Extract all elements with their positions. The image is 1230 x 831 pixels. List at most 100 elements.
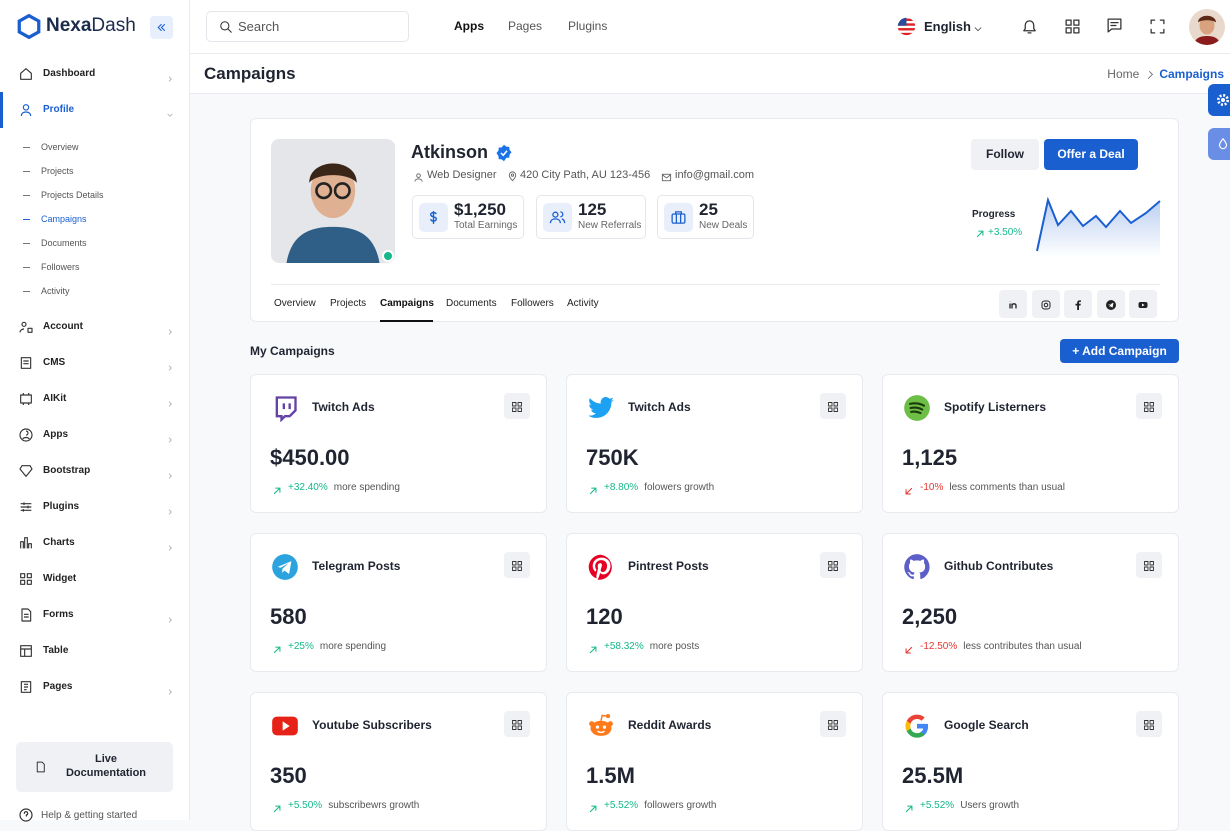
- theme-float[interactable]: [1208, 128, 1230, 160]
- breadcrumb-item[interactable]: Home: [1107, 67, 1140, 81]
- sidebar-subitem[interactable]: Campaigns: [41, 214, 87, 224]
- campaign-card[interactable]: Telegram Posts 580 +25% more spending: [250, 533, 547, 672]
- card-menu-button[interactable]: [1136, 393, 1162, 419]
- location-icon-svg: [508, 171, 517, 182]
- sidebar-subitem[interactable]: Projects Details: [41, 190, 104, 200]
- sidebar-item[interactable]: Pages: [43, 681, 73, 692]
- sidebar-icon-svg: [20, 573, 32, 585]
- sidebar-subitem[interactable]: Overview: [41, 142, 79, 152]
- social-button[interactable]: [1064, 290, 1092, 318]
- social-button[interactable]: [1129, 290, 1157, 318]
- sidebar-item[interactable]: Table: [43, 645, 69, 656]
- offer-button[interactable]: Offer a Deal: [1044, 139, 1138, 170]
- help-link[interactable]: Help & getting started: [41, 810, 138, 821]
- sidebar-chevron-svg: [168, 365, 172, 371]
- fullscreen[interactable]: [1149, 18, 1166, 35]
- card-menu-button[interactable]: [820, 393, 846, 419]
- collapse-button[interactable]: [150, 16, 173, 39]
- profile-tab[interactable]: Campaigns: [380, 298, 434, 309]
- campaign-change: +8.80%: [604, 482, 639, 493]
- sidebar-chevron-svg: [168, 689, 172, 695]
- profile-email[interactable]: info@gmail.com: [675, 169, 755, 181]
- profile-tab[interactable]: Followers: [511, 298, 554, 309]
- top-nav-link[interactable]: Pages: [508, 19, 543, 33]
- sidebar-item[interactable]: CMS: [43, 357, 66, 368]
- campaign-card[interactable]: Github Contributes 2,250 -12.50% less contr…: [882, 533, 1179, 672]
- sidebar-item[interactable]: Account: [43, 321, 83, 332]
- theme-float-svg: [1218, 137, 1228, 150]
- campaign-icon: [271, 553, 299, 581]
- sidebar-item[interactable]: Bootstrap: [43, 465, 91, 476]
- card-menu-button-svg: [512, 561, 522, 571]
- sidebar-item[interactable]: Charts: [43, 537, 75, 548]
- profile-tab[interactable]: Projects: [330, 298, 367, 309]
- follow-button[interactable]: Follow: [971, 139, 1039, 170]
- stat-value: 125: [578, 200, 607, 219]
- card-menu-button[interactable]: [1136, 711, 1162, 737]
- top-nav-link[interactable]: Plugins: [568, 19, 608, 33]
- settings-float[interactable]: [1208, 84, 1230, 116]
- social-button[interactable]: [999, 290, 1027, 318]
- campaign-name: Telegram Posts: [312, 559, 401, 573]
- breadcrumb-item[interactable]: Campaigns: [1159, 67, 1224, 81]
- sidebar-item[interactable]: Apps: [43, 429, 68, 440]
- user-avatar[interactable]: [1189, 9, 1225, 45]
- sidebar-item[interactable]: Plugins: [43, 501, 80, 512]
- campaign-card[interactable]: Youtube Subscribers 350 +5.50% subscribewrs…: [250, 692, 547, 831]
- top-nav-link[interactable]: Apps: [454, 19, 484, 33]
- card-menu-button[interactable]: [504, 711, 530, 737]
- profile-tab[interactable]: Activity: [567, 298, 599, 309]
- campaign-card[interactable]: Reddit Awards 1.5M +5.52% followers growth: [566, 692, 863, 831]
- sidebar-subitem[interactable]: Projects: [41, 166, 74, 176]
- location-icon: [507, 169, 518, 182]
- sidebar-item[interactable]: AIKit: [43, 393, 67, 404]
- change-row: +8.80% folowers growth: [604, 482, 714, 493]
- documentation-button[interactable]: Live Documentation: [16, 742, 173, 792]
- social-button[interactable]: [1032, 290, 1060, 318]
- sidebar-item[interactable]: Forms: [43, 609, 74, 620]
- sidebar-icon-svg: [20, 68, 32, 80]
- card-menu-button-svg: [828, 561, 838, 571]
- language[interactable]: English: [924, 19, 971, 34]
- card-menu-button[interactable]: [820, 711, 846, 737]
- apps-grid[interactable]: [1064, 18, 1081, 35]
- sidebar-subitem[interactable]: Followers: [41, 262, 80, 272]
- campaign-card[interactable]: Pintrest Posts 120 +58.32% more posts: [566, 533, 863, 672]
- sidebar-item[interactable]: Widget: [43, 573, 77, 584]
- stat-label: New Referrals: [578, 220, 642, 231]
- campaign-note: Users growth: [960, 800, 1020, 811]
- sidebar-item[interactable]: Dashboard: [43, 68, 96, 79]
- social-button-svg: [1106, 300, 1116, 310]
- campaign-card[interactable]: Twitch Ads $450.00 +32.40% more spending: [250, 374, 547, 513]
- sidebar-subitem[interactable]: Documents: [41, 238, 87, 248]
- campaign-change: -12.50%: [920, 641, 958, 652]
- campaign-icon-svg: [588, 554, 612, 580]
- sidebar-subitem[interactable]: Activity: [41, 286, 70, 296]
- social-button[interactable]: [1097, 290, 1125, 318]
- progress-sparkline: [1036, 196, 1161, 257]
- add-campaign-button[interactable]: + Add Campaign: [1060, 339, 1179, 363]
- campaign-value: 120: [586, 604, 623, 629]
- profile-tab[interactable]: Documents: [446, 298, 497, 309]
- card-menu-button[interactable]: [1136, 552, 1162, 578]
- messages[interactable]: [1106, 17, 1123, 34]
- profile-tab[interactable]: Overview: [274, 298, 316, 309]
- search-box[interactable]: Search: [206, 11, 409, 42]
- card-menu-button-svg: [512, 720, 522, 730]
- sidebar-dash: [23, 291, 30, 292]
- flag[interactable]: [897, 17, 916, 36]
- sidebar-item[interactable]: Profile: [43, 104, 75, 115]
- campaign-card[interactable]: Spotify Listerners 1,125 -10% less comments…: [882, 374, 1179, 513]
- card-menu-button-svg: [828, 402, 838, 412]
- campaign-card[interactable]: Twitch Ads 750K +8.80% folowers growth: [566, 374, 863, 513]
- notifications[interactable]: [1021, 18, 1038, 35]
- sidebar-icon: [18, 463, 34, 479]
- social-button-svg: [1138, 302, 1148, 308]
- settings-float-svg: [1217, 94, 1229, 106]
- card-menu-button[interactable]: [820, 552, 846, 578]
- card-menu-button[interactable]: [504, 552, 530, 578]
- card-menu-button[interactable]: [504, 393, 530, 419]
- campaign-card[interactable]: Google Search 25.5M +5.52% Users growth: [882, 692, 1179, 831]
- doc-icon: [34, 760, 47, 774]
